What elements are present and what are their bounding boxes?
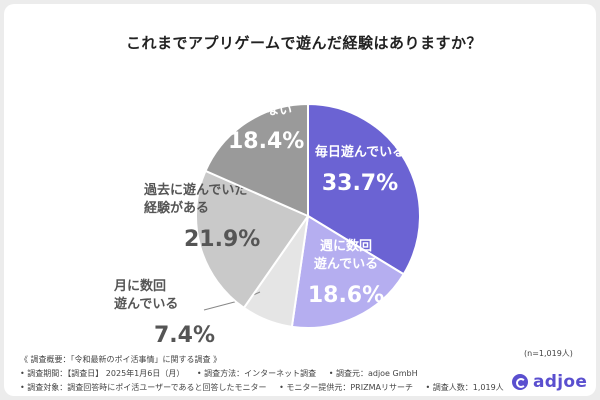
- slice-label-text: 毎日遊んでいる: [315, 144, 405, 160]
- pie-slice-0: [307, 102, 421, 276]
- footer-target: • 調査対象：調査回答時にポイ活ユーザーであると回答したモニター: [20, 383, 267, 392]
- footer-line-2: • 調査対象：調査回答時にポイ活ユーザーであると回答したモニター • モニター提…: [20, 382, 514, 393]
- brand-name: adjoe: [533, 372, 588, 392]
- slice-value: 18.6%: [308, 283, 384, 308]
- slice-label-4: 遊んだ経験がない 18.4%: [188, 102, 304, 154]
- footer-provider: • モニター提供元：PRIZMAリサーチ: [279, 383, 413, 392]
- pie-chart: 毎日遊んでいる33.7%週に数回遊んでいる18.6%月に数回遊んでいる7.4%過…: [113, 102, 421, 348]
- footer-period: • 調査期間：【調査日】 2025年1月6日（月）: [20, 369, 185, 378]
- slice-label-0: 毎日遊んでいる 33.7%: [315, 144, 405, 196]
- footer-source: • 調査元：adjoe GmbH: [328, 369, 418, 378]
- slice-label-text: 週に数回: [320, 238, 372, 254]
- slice-label-text: 遊んだ経験がない: [188, 102, 292, 118]
- slice-label-text: 過去に遊んでいた: [143, 182, 247, 198]
- adjoe-logo-icon: [512, 374, 528, 390]
- survey-card: これまでアプリゲームで遊んだ経験はありますか？ 毎日遊んでいる 33.7% 週に数回…: [4, 4, 596, 396]
- footer-method: • 調査方法：インターネット調査: [196, 369, 317, 378]
- slice-label-text: 経験がある: [144, 200, 209, 216]
- chart-title: これまでアプリゲームで遊んだ経験はありますか？: [125, 34, 483, 52]
- pie-slice-3: [195, 169, 310, 310]
- slice-value: 7.4%: [154, 323, 215, 348]
- pie-slice-4: [204, 102, 309, 218]
- sample-size: (n=1,019人): [524, 349, 573, 358]
- footer-overview: 《 調査概要：「令和最新のポイ活事情」に関する調査 》: [20, 355, 222, 364]
- brand-logo: adjoe: [512, 372, 587, 392]
- slice-value: 33.7%: [322, 171, 398, 196]
- slice-label-text: 遊んでいる: [314, 256, 378, 272]
- slice-value: 18.4%: [228, 129, 304, 154]
- slice-value: 21.9%: [184, 227, 260, 252]
- pie-slice-1: [290, 214, 406, 329]
- footer-line-1: • 調査期間：【調査日】 2025年1月6日（月） • 調査方法：インターネット…: [20, 368, 428, 379]
- slice-label-text: 月に数回: [113, 278, 166, 294]
- slice-label-text: 遊んでいる: [114, 296, 178, 312]
- footer-count: • 調査人数：1,019人: [425, 383, 504, 392]
